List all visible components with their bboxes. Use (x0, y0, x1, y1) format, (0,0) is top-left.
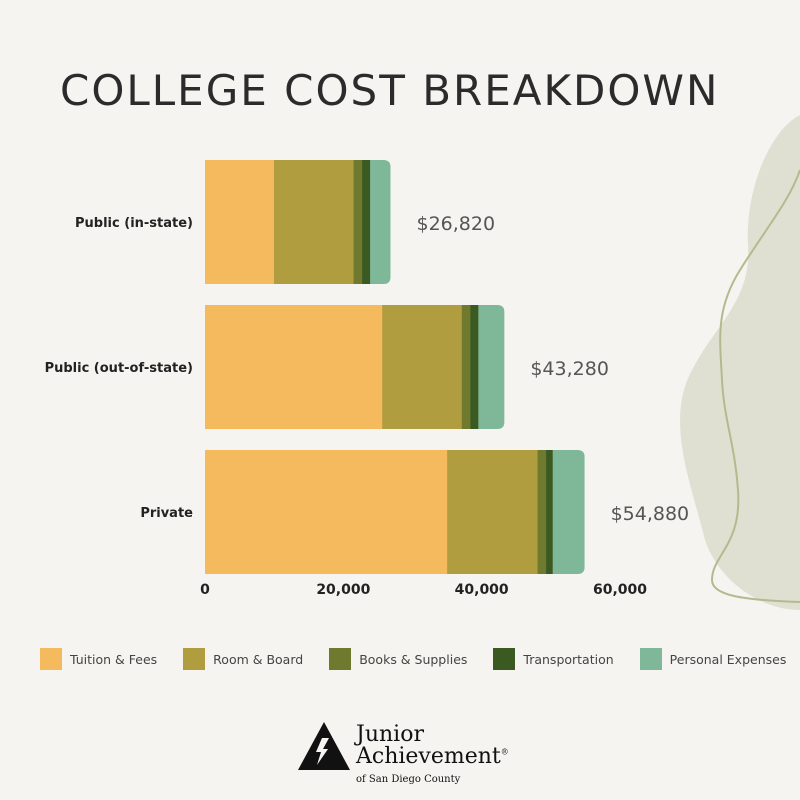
legend-swatch (493, 648, 516, 670)
category-label: Public (in-state) (75, 216, 193, 231)
bar-segment (461, 305, 471, 429)
legend: Tuition & Fees Room & Board Books & Suppli… (40, 648, 786, 670)
junior-achievement-logo: Junior Achievement® of San Diego County (298, 722, 509, 792)
junior-achievement-mark-icon (298, 722, 350, 770)
legend-item: Transportation (493, 648, 614, 670)
bar-segment (205, 305, 383, 429)
category-label: Private (140, 506, 193, 521)
bar-segment (205, 450, 448, 574)
bar-segment (273, 160, 355, 284)
x-tick-label: 0 (200, 582, 210, 598)
legend-swatch (40, 648, 62, 670)
total-label: $54,880 (611, 503, 690, 525)
logo-text-junior: Junior (356, 722, 424, 747)
bar-segment (546, 450, 554, 574)
legend-swatch (183, 648, 206, 670)
bar-segment (370, 160, 391, 284)
x-tick-label: 20,000 (316, 582, 370, 598)
legend-label: Personal Expenses (669, 651, 787, 667)
legend-swatch (329, 648, 352, 670)
legend-label: Tuition & Fees (70, 651, 158, 667)
bar-segment (447, 450, 539, 574)
logo-text-region: of San Diego County (356, 774, 461, 785)
chart-title: COLLEGE COST BREAKDOWN (60, 66, 720, 115)
bar-segment (470, 305, 479, 429)
legend-item: Books & Supplies (329, 648, 467, 670)
bar-segment (478, 305, 505, 429)
category-label: Public (out-of-state) (45, 361, 193, 376)
logo-text-achievement: Achievement® (356, 744, 509, 769)
legend-label: Books & Supplies (359, 651, 468, 667)
bar-segment (552, 450, 585, 574)
legend-item: Room & Board (183, 648, 303, 670)
stacked-bar-chart: Public (in-state) $26,820 Public (out-of-s… (45, 160, 690, 598)
bar-segment (537, 450, 547, 574)
bar-segment (353, 160, 363, 284)
x-tick-label: 40,000 (455, 582, 509, 598)
decorative-curve (710, 169, 800, 603)
legend-swatch (639, 648, 662, 670)
bar-segment (382, 305, 463, 429)
x-tick-label: 60,000 (593, 582, 647, 598)
legend-item: Tuition & Fees (40, 648, 157, 670)
bar-segment (362, 160, 371, 284)
total-label: $43,280 (530, 358, 609, 380)
bar-segment (205, 160, 275, 284)
legend-item: Personal Expenses (639, 648, 787, 670)
legend-label: Room & Board (213, 651, 304, 667)
total-label: $26,820 (417, 213, 496, 235)
decorative-blob (680, 115, 800, 610)
legend-label: Transportation (523, 651, 614, 667)
